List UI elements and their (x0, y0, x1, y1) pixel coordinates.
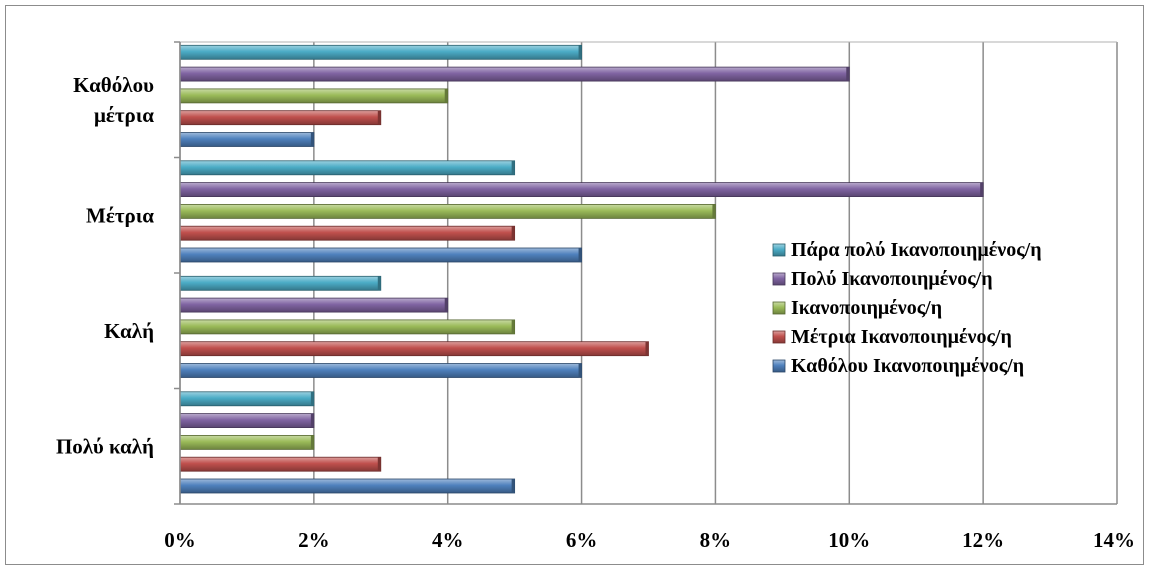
category-label: Μέτρια (86, 203, 154, 227)
legend-label: Πολύ Ικανοποιημένος/η (791, 268, 993, 290)
x-tick-label: 8% (700, 528, 732, 552)
bar (179, 275, 382, 291)
bar-end-cap (511, 160, 515, 175)
bar (179, 434, 315, 450)
bar-end-cap (444, 88, 448, 103)
legend-entry: Καθόλου Ικανοποιημένος/η (772, 355, 1024, 377)
legend-label: Μέτρια Ικανοποιημένος/η (791, 326, 1012, 348)
bar-end-cap (377, 457, 381, 472)
bar-end-cap (511, 319, 515, 334)
bar-end-cap (444, 298, 448, 313)
bar-end-cap (310, 435, 314, 450)
bar (179, 341, 649, 357)
legend-swatch (772, 243, 786, 257)
bar (179, 225, 516, 241)
category-label: Καλή (104, 319, 154, 343)
bar (179, 110, 382, 126)
bar (179, 132, 315, 147)
x-tick-label: 4% (432, 528, 464, 552)
legend-entry: Πολύ Ικανοποιημένος/η (772, 268, 993, 290)
bar-end-cap (578, 45, 582, 60)
bar-end-cap (511, 479, 515, 493)
bar-end-cap (310, 132, 314, 147)
bar (179, 182, 984, 198)
legend-swatch (772, 330, 786, 344)
bars (179, 44, 984, 494)
bar-end-cap (578, 363, 582, 378)
legend-swatch (772, 359, 786, 373)
bar-end-cap (645, 341, 649, 356)
x-tick-labels: 0% 2% 4% 6% 8% 10% 12% 14% (164, 528, 1135, 552)
x-tick-label: 14% (1093, 528, 1135, 552)
category-labels: Πολύ καλή Καλή Μέτρια Καθόλου μέτρια (56, 73, 154, 459)
legend-entry: Πάρα πολύ Ικανοποιημένος/η (772, 239, 1042, 261)
bar (179, 297, 449, 313)
bar-end-cap (377, 110, 381, 125)
bar (179, 456, 382, 472)
axes (174, 41, 1117, 505)
bar (179, 319, 516, 335)
bar-end-cap (578, 248, 582, 262)
x-tick-label: 2% (298, 528, 330, 552)
x-tick-label: 10% (828, 528, 870, 552)
bar (179, 413, 315, 429)
bar (179, 478, 516, 494)
legend-label: Ικανοποιημένος/η (791, 297, 942, 319)
bar (179, 88, 449, 104)
category-label: Πολύ καλή (56, 434, 154, 458)
legend-entry: Ικανοποιημένος/η (772, 297, 942, 319)
legend-swatch (772, 301, 786, 315)
bar-end-cap (511, 226, 515, 241)
bar-end-cap (846, 67, 850, 82)
bar (179, 66, 850, 82)
bar-end-cap (310, 391, 314, 406)
legend-swatch (772, 272, 786, 286)
bar (179, 160, 516, 176)
bar-end-cap (712, 204, 716, 219)
legend: Πάρα πολύ Ικανοποιημένος/η Πολύ Ικανοποιη… (772, 239, 1042, 377)
x-tick-label: 12% (962, 528, 1004, 552)
legend-label: Καθόλου Ικανοποιημένος/η (791, 355, 1024, 377)
x-tick-label: 6% (566, 528, 598, 552)
bar-end-cap (310, 413, 314, 428)
bar-end-cap (980, 182, 984, 197)
bar (179, 203, 716, 219)
bar (179, 363, 582, 378)
bar (179, 247, 582, 263)
legend-entry: Μέτρια Ικανοποιημένος/η (772, 326, 1012, 348)
category-label: Καθόλου μέτρια (73, 73, 154, 127)
bar-end-cap (377, 276, 381, 291)
bar (179, 391, 315, 407)
x-tick-label: 0% (164, 528, 196, 552)
bar (179, 44, 582, 60)
legend-label: Πάρα πολύ Ικανοποιημένος/η (791, 239, 1042, 261)
